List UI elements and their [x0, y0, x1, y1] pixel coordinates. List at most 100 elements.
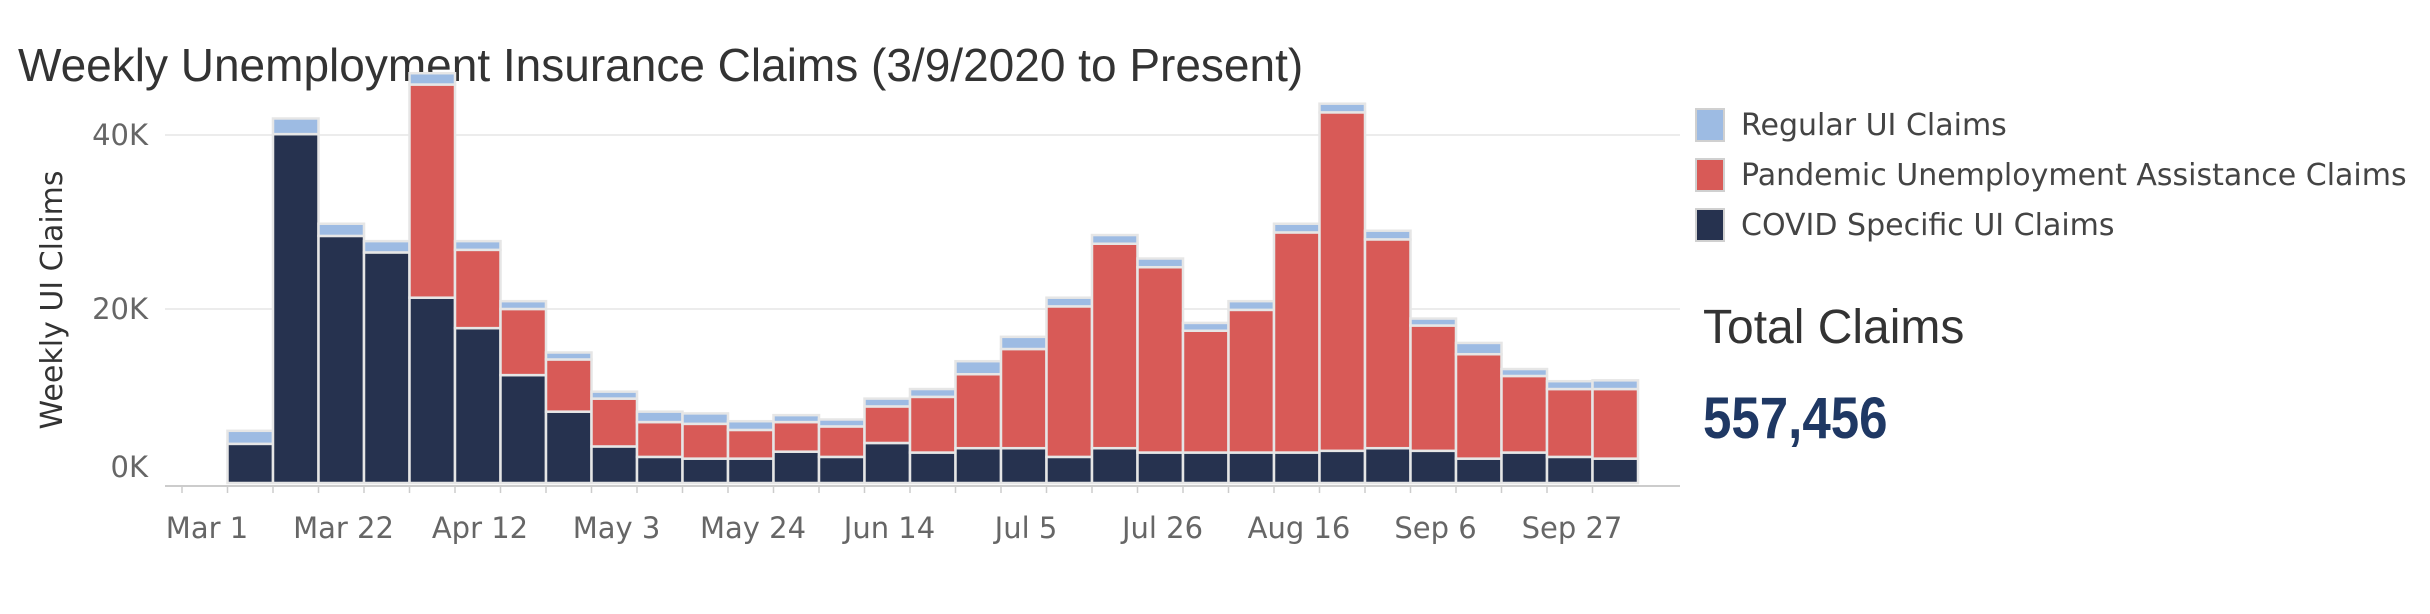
- bar-covid: [453, 326, 502, 485]
- bar-covid: [999, 446, 1048, 485]
- axes: 0K 20K 40K Mar 1 Mar 22 Apr 12 May 3 May 24 Jun …: [92, 118, 1680, 545]
- bar-regular: [362, 239, 411, 254]
- bar-pandemic: [1227, 308, 1276, 454]
- legend-swatch-pandemic: [1695, 158, 1725, 192]
- bar-pandemic: [1591, 387, 1640, 460]
- bar-pandemic: [453, 248, 502, 330]
- bar-regular: [1090, 233, 1139, 246]
- bar-pandemic: [1272, 231, 1321, 454]
- bar-covid: [271, 132, 320, 485]
- bar-covid: [908, 451, 957, 485]
- bar-covid: [408, 296, 457, 485]
- bar-pandemic: [1318, 111, 1367, 453]
- legend-item-covid[interactable]: COVID Specific UI Claims: [1695, 200, 2407, 250]
- legend-item-regular[interactable]: Regular UI Claims: [1695, 100, 2407, 150]
- x-tick-label: Mar 1: [166, 511, 248, 545]
- bar-regular: [1227, 299, 1276, 312]
- bar-regular: [1272, 222, 1321, 234]
- bars: [226, 71, 1640, 485]
- bar-covid: [726, 457, 775, 485]
- bar-pandemic: [1500, 374, 1549, 454]
- bar-pandemic: [1045, 305, 1094, 459]
- bar-regular: [1318, 102, 1367, 114]
- bar-regular: [817, 418, 866, 428]
- bar-covid: [1409, 449, 1458, 485]
- bar-regular: [590, 390, 639, 400]
- bar-regular: [1545, 379, 1594, 391]
- bar-regular: [681, 412, 730, 426]
- x-tick-label: May 24: [700, 511, 806, 545]
- bar-covid: [544, 410, 593, 485]
- bar-pandemic: [1409, 324, 1458, 453]
- bar-pandemic: [1090, 242, 1139, 450]
- bar-pandemic: [590, 397, 639, 448]
- stacked-bar-chart: 0K 20K 40K Mar 1 Mar 22 Apr 12 May 3 May 24 Jun …: [35, 71, 1680, 545]
- chart-title: Weekly Unemployment Insurance Claims (3/…: [18, 39, 1304, 91]
- bar-covid: [954, 446, 1003, 485]
- bar-regular: [1181, 321, 1230, 333]
- bar-regular: [908, 387, 957, 399]
- bar-regular: [226, 429, 275, 446]
- legend: Regular UI Claims Pandemic Unemployment …: [1695, 100, 2407, 250]
- bar-regular: [453, 239, 502, 252]
- x-tick-label: Aug 16: [1248, 511, 1351, 545]
- bar-covid: [1454, 457, 1503, 485]
- bar-pandemic: [499, 307, 548, 377]
- bar-regular: [408, 71, 457, 86]
- bar-covid: [499, 373, 548, 485]
- legend-swatch-regular: [1695, 108, 1725, 142]
- bar-pandemic: [726, 428, 775, 460]
- bar-covid: [226, 442, 275, 485]
- bar-regular: [999, 335, 1048, 351]
- bar-regular: [772, 413, 821, 424]
- bar-regular: [1500, 367, 1549, 378]
- bar-pandemic: [408, 83, 457, 299]
- y-tick-label: 20K: [92, 292, 149, 326]
- bar-covid: [317, 234, 366, 485]
- bar-regular: [1591, 379, 1640, 391]
- bar-pandemic: [635, 420, 684, 459]
- legend-label-pandemic: Pandemic Unemployment Assistance Claims: [1741, 157, 2407, 193]
- bar-covid: [1090, 446, 1139, 485]
- y-tick-label: 0K: [111, 450, 149, 484]
- bar-covid: [590, 445, 639, 485]
- bar-regular: [1409, 317, 1458, 327]
- bar-pandemic: [681, 422, 730, 460]
- y-tick-label: 40K: [92, 118, 149, 152]
- bar-regular: [635, 410, 684, 424]
- x-tick-label: Jun 14: [842, 511, 935, 545]
- x-tick-label: May 3: [573, 511, 661, 545]
- bar-regular: [863, 397, 912, 408]
- x-tick-label: Jul 26: [1120, 511, 1203, 545]
- x-tick-label: Sep 6: [1394, 511, 1476, 545]
- bar-regular: [726, 419, 775, 432]
- legend-label-covid: COVID Specific UI Claims: [1741, 207, 2115, 243]
- bar-covid: [1318, 449, 1367, 485]
- legend-label-regular: Regular UI Claims: [1741, 107, 2007, 143]
- bar-pandemic: [999, 347, 1048, 450]
- bar-covid: [362, 251, 411, 485]
- x-tick-label: Sep 27: [1522, 511, 1623, 545]
- legend-item-pandemic[interactable]: Pandemic Unemployment Assistance Claims: [1695, 150, 2407, 200]
- bar-covid: [1227, 451, 1276, 485]
- bar-covid: [1045, 455, 1094, 485]
- bar-regular: [271, 117, 320, 136]
- bar-pandemic: [817, 425, 866, 459]
- total-claims-label: Total Claims: [1703, 301, 1965, 354]
- bar-covid: [1500, 451, 1549, 485]
- bar-pandemic: [1454, 352, 1503, 460]
- bar-pandemic: [1136, 265, 1185, 454]
- bar-pandemic: [544, 358, 593, 413]
- bar-covid: [863, 441, 912, 485]
- total-claims-value: 557,456: [1703, 386, 1888, 451]
- bar-covid: [1272, 451, 1321, 485]
- bar-pandemic: [908, 395, 957, 454]
- bar-regular: [1363, 229, 1412, 241]
- bar-regular: [544, 351, 593, 361]
- y-axis-title: Weekly UI Claims: [35, 170, 70, 429]
- bar-regular: [499, 299, 548, 311]
- bar-pandemic: [1363, 238, 1412, 450]
- bar-covid: [1591, 457, 1640, 485]
- x-tick-label: Jul 5: [993, 511, 1058, 545]
- x-tick-label: Mar 22: [293, 511, 394, 545]
